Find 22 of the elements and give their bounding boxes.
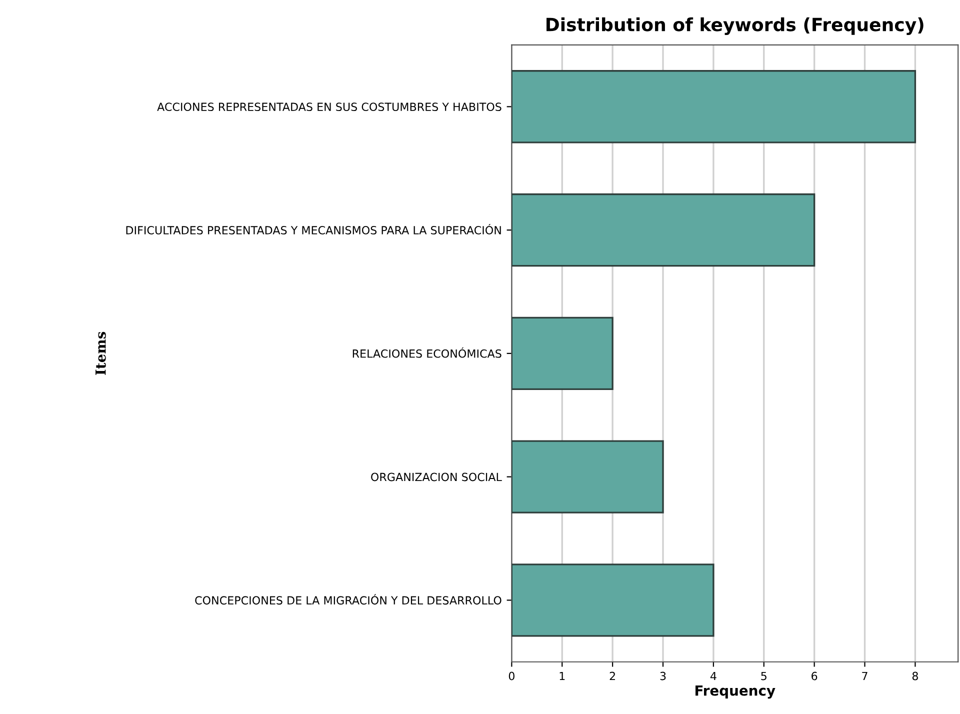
y-axis-title: Items [96,332,106,375]
bar [512,70,916,144]
bar [512,193,816,267]
y-tick-label: DIFICULTADES PRESENTADAS Y MECANISMOS PARA LA SUPERACIÓN [126,224,501,234]
y-tick-label: CONCEPCIONES DE LA MIGRACIÓN Y DEL DESARROLLO [195,594,502,605]
y-tick-label: RELACIONES ECONÓMICAS [352,347,502,358]
x-tick-label: 4 [710,672,716,680]
chart-title: Distribution of keywords (Frequency) [546,17,924,35]
x-axis-title: Frequency [696,685,776,699]
x-tick-label: 8 [912,672,918,680]
bar [512,316,614,390]
x-tick-label: 6 [812,672,818,680]
x-tick-label: 7 [862,672,868,680]
x-tick-label: 0 [508,672,514,680]
x-tick-label: 1 [560,672,565,680]
bar [512,440,664,514]
x-tick-label: 2 [610,672,615,680]
x-tick-label: 5 [761,672,766,680]
x-tick-label: 3 [660,672,666,680]
y-tick-label: ACCIONES REPRESENTADAS EN SUS COSTUMBRES Y HABITOS [157,102,502,112]
bar [512,564,714,637]
y-tick-label: ORGANIZACION SOCIAL [371,472,502,482]
